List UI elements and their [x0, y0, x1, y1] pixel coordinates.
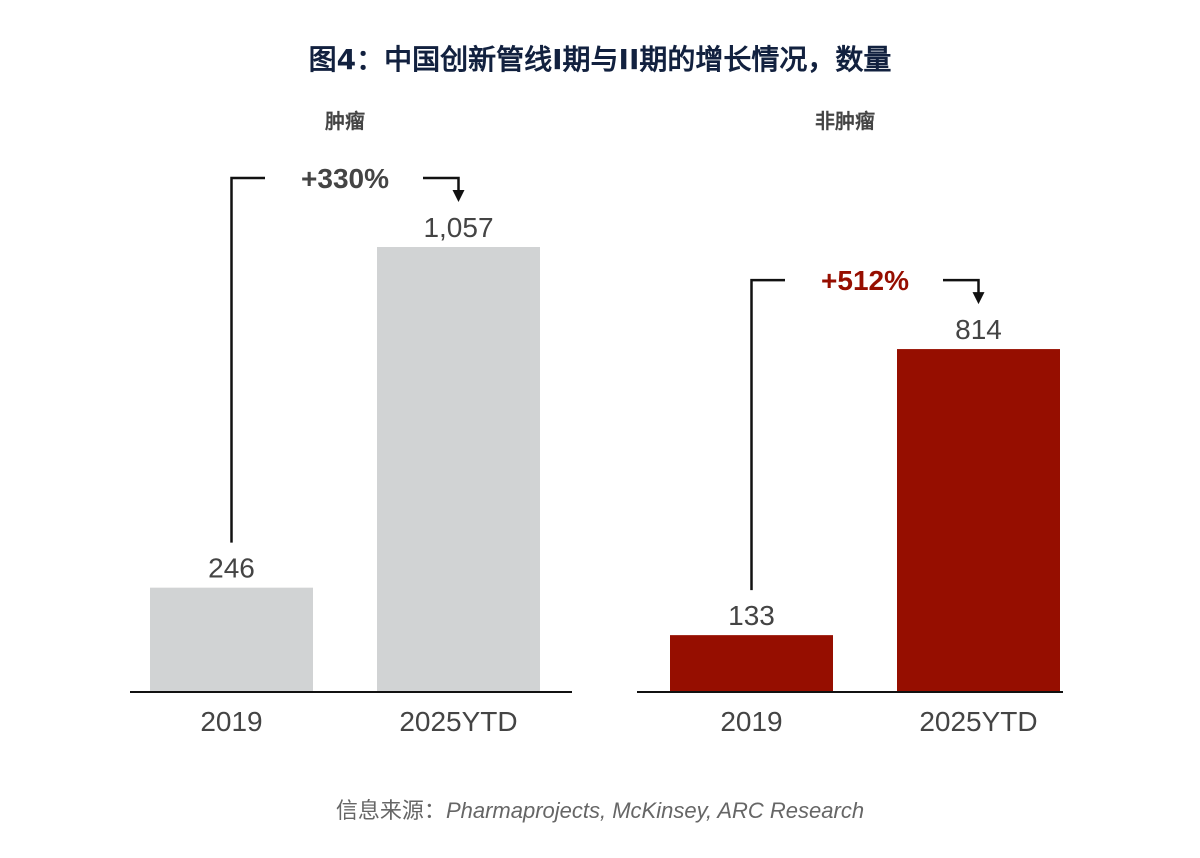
value-label-oncology-2025ytd: 1,057 [423, 212, 493, 243]
value-label-non-oncology-2025ytd: 814 [955, 314, 1002, 345]
growth-label-oncology: +330% [301, 163, 389, 194]
growth-bracket-right-non-oncology [943, 278, 980, 295]
source-label: 信息来源： [335, 799, 446, 824]
value-label-non-oncology-2019: 133 [728, 600, 775, 631]
growth-bracket-left-non-oncology [750, 278, 785, 591]
growth-arrowhead-oncology [452, 190, 465, 202]
bar-oncology-2019 [150, 587, 313, 691]
source-text: Pharmaprojects, McKinsey, ARC Research [445, 798, 865, 823]
growth-arrowhead-non-oncology [972, 292, 985, 305]
growth-bracket-right-oncology [423, 176, 460, 192]
value-label-oncology-2019: 246 [208, 553, 255, 584]
growth-bracket-left-oncology [230, 176, 265, 543]
growth-label-non-oncology: +512% [821, 265, 909, 296]
panel-title-oncology: 肿瘤 [325, 109, 365, 133]
x-tick-label-oncology-2019: 2019 [200, 706, 262, 737]
panel-title-non-oncology: 非肿瘤 [815, 109, 875, 133]
bar-oncology-2025ytd [377, 247, 540, 691]
x-tick-label-non-oncology-2025ytd: 2025YTD [919, 706, 1037, 737]
bar-non-oncology-2025ytd [897, 349, 1060, 691]
x-tick-label-non-oncology-2019: 2019 [720, 706, 782, 737]
source-note: 信息来源：Pharmaprojects, McKinsey, ARC Resea… [0, 793, 1200, 825]
chart-title: 图4：中国创新管线I期与II期的增长情况，数量 [308, 43, 892, 76]
bar-non-oncology-2019 [670, 635, 833, 691]
x-tick-label-oncology-2025ytd: 2025YTD [399, 706, 517, 737]
